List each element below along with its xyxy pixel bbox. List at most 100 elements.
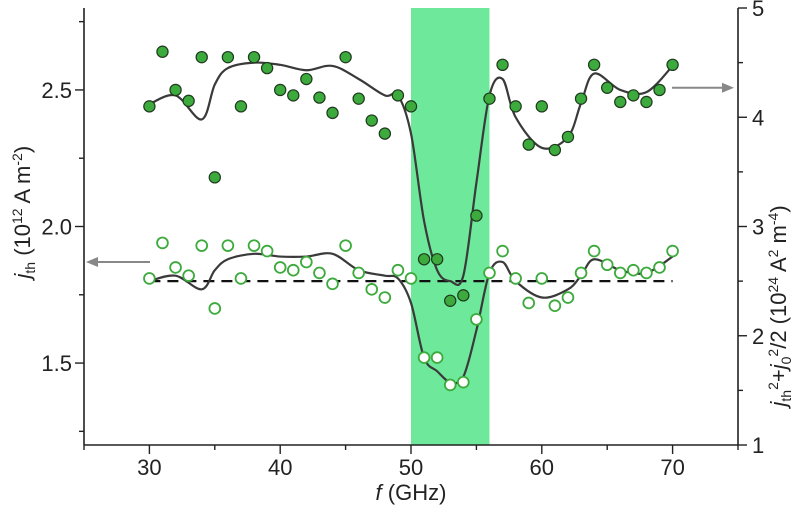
data-point-filled	[666, 58, 679, 72]
data-point-filled	[156, 45, 169, 58]
data-point-filled	[352, 92, 365, 105]
data-point-open	[326, 277, 339, 291]
data-point-filled	[614, 95, 627, 109]
data-point-open	[600, 258, 614, 272]
data-point-filled	[496, 58, 509, 72]
data-point-filled	[287, 89, 300, 102]
data-point-filled	[470, 209, 483, 222]
y-right-tick-label: 3	[752, 215, 764, 240]
y-right-tick-label: 5	[752, 0, 764, 21]
data-point-filled	[509, 100, 522, 113]
data-point-open	[273, 261, 287, 274]
data-point-filled	[444, 294, 457, 307]
data-point-filled	[587, 58, 601, 72]
y-right-tick-label: 4	[752, 105, 764, 130]
data-point-open	[430, 351, 444, 364]
data-point-filled	[274, 83, 287, 97]
data-point-open	[509, 272, 522, 285]
y-left-tick-label: 2.5	[41, 78, 72, 103]
data-point-open	[496, 244, 509, 258]
data-point-open	[640, 266, 653, 280]
x-tick-label: 60	[530, 455, 554, 480]
data-point-open	[143, 272, 156, 285]
data-point-filled	[143, 100, 156, 113]
data-point-open	[443, 378, 457, 392]
data-point-open	[548, 299, 562, 313]
data-point-open	[613, 266, 627, 280]
data-point-open	[417, 351, 431, 364]
data-point-open	[627, 263, 640, 277]
data-point-filled	[326, 106, 339, 120]
data-point-open	[234, 272, 248, 285]
data-point-filled	[627, 89, 640, 102]
data-point-open	[208, 302, 222, 315]
data-point-open	[666, 244, 679, 258]
y-left-axis-title: jth (1012 A m-2)	[9, 146, 38, 282]
data-point-filled	[483, 92, 496, 105]
data-point-open	[574, 266, 588, 280]
x-tick-label: 70	[660, 455, 684, 480]
data-point-filled	[182, 94, 195, 108]
data-point-filled	[169, 83, 182, 97]
data-point-filled	[378, 127, 392, 140]
data-point-open	[587, 244, 601, 258]
data-point-filled	[313, 91, 326, 104]
data-point-open	[483, 266, 496, 280]
data-point-filled	[195, 50, 208, 64]
data-point-filled	[561, 130, 575, 144]
x-axis-title: f (GHz)	[376, 480, 447, 505]
y-right-axis-title: jth2+j02/2 (1024 A2 m-4)	[765, 205, 794, 409]
data-point-open	[365, 283, 379, 296]
data-point-filled	[548, 143, 562, 157]
right-axis-arrow-head	[722, 82, 734, 93]
data-point-open	[260, 244, 274, 258]
data-point-filled	[574, 92, 588, 105]
data-point-open	[352, 266, 365, 280]
data-point-open	[286, 263, 300, 277]
data-point-filled	[260, 61, 274, 75]
data-point-open	[561, 291, 575, 304]
y-left-tick-label: 1.5	[41, 351, 72, 376]
data-point-filled	[601, 81, 614, 94]
data-point-filled	[208, 171, 221, 184]
data-point-open	[535, 272, 549, 285]
data-point-filled	[457, 289, 470, 302]
data-point-filled	[653, 83, 666, 97]
point-layer	[143, 45, 679, 392]
data-point-filled	[404, 100, 418, 113]
data-point-open	[195, 239, 209, 252]
data-point-open	[653, 261, 666, 274]
data-point-open	[522, 296, 536, 310]
data-point-open	[247, 239, 261, 252]
data-point-filled	[221, 50, 235, 64]
axes-layer	[75, 7, 747, 454]
data-point-open	[339, 239, 352, 252]
x-tick-label: 30	[137, 455, 161, 480]
data-point-filled	[417, 253, 431, 266]
data-point-open	[378, 291, 392, 304]
data-point-open	[182, 269, 195, 282]
data-point-open	[470, 313, 483, 326]
data-point-filled	[300, 72, 313, 86]
data-point-open	[404, 272, 418, 285]
data-point-filled	[247, 50, 261, 64]
x-tick-label: 50	[399, 455, 423, 480]
data-point-filled	[365, 114, 378, 127]
y-left-tick-label: 2.0	[41, 215, 72, 240]
data-point-open	[457, 375, 470, 389]
data-point-filled	[430, 253, 444, 266]
data-point-filled	[234, 100, 248, 113]
data-point-open	[221, 239, 235, 252]
data-point-filled	[640, 95, 653, 109]
data-point-filled	[391, 89, 405, 102]
data-point-open	[156, 236, 169, 250]
data-point-filled	[339, 50, 352, 64]
y-right-tick-label: 2	[752, 324, 764, 349]
data-point-filled	[535, 100, 549, 113]
y-right-tick-label: 1	[752, 433, 764, 458]
x-tick-label: 40	[268, 455, 292, 480]
data-point-filled	[522, 138, 535, 151]
data-point-open	[313, 266, 326, 280]
fit-curve-lower	[149, 252, 674, 385]
